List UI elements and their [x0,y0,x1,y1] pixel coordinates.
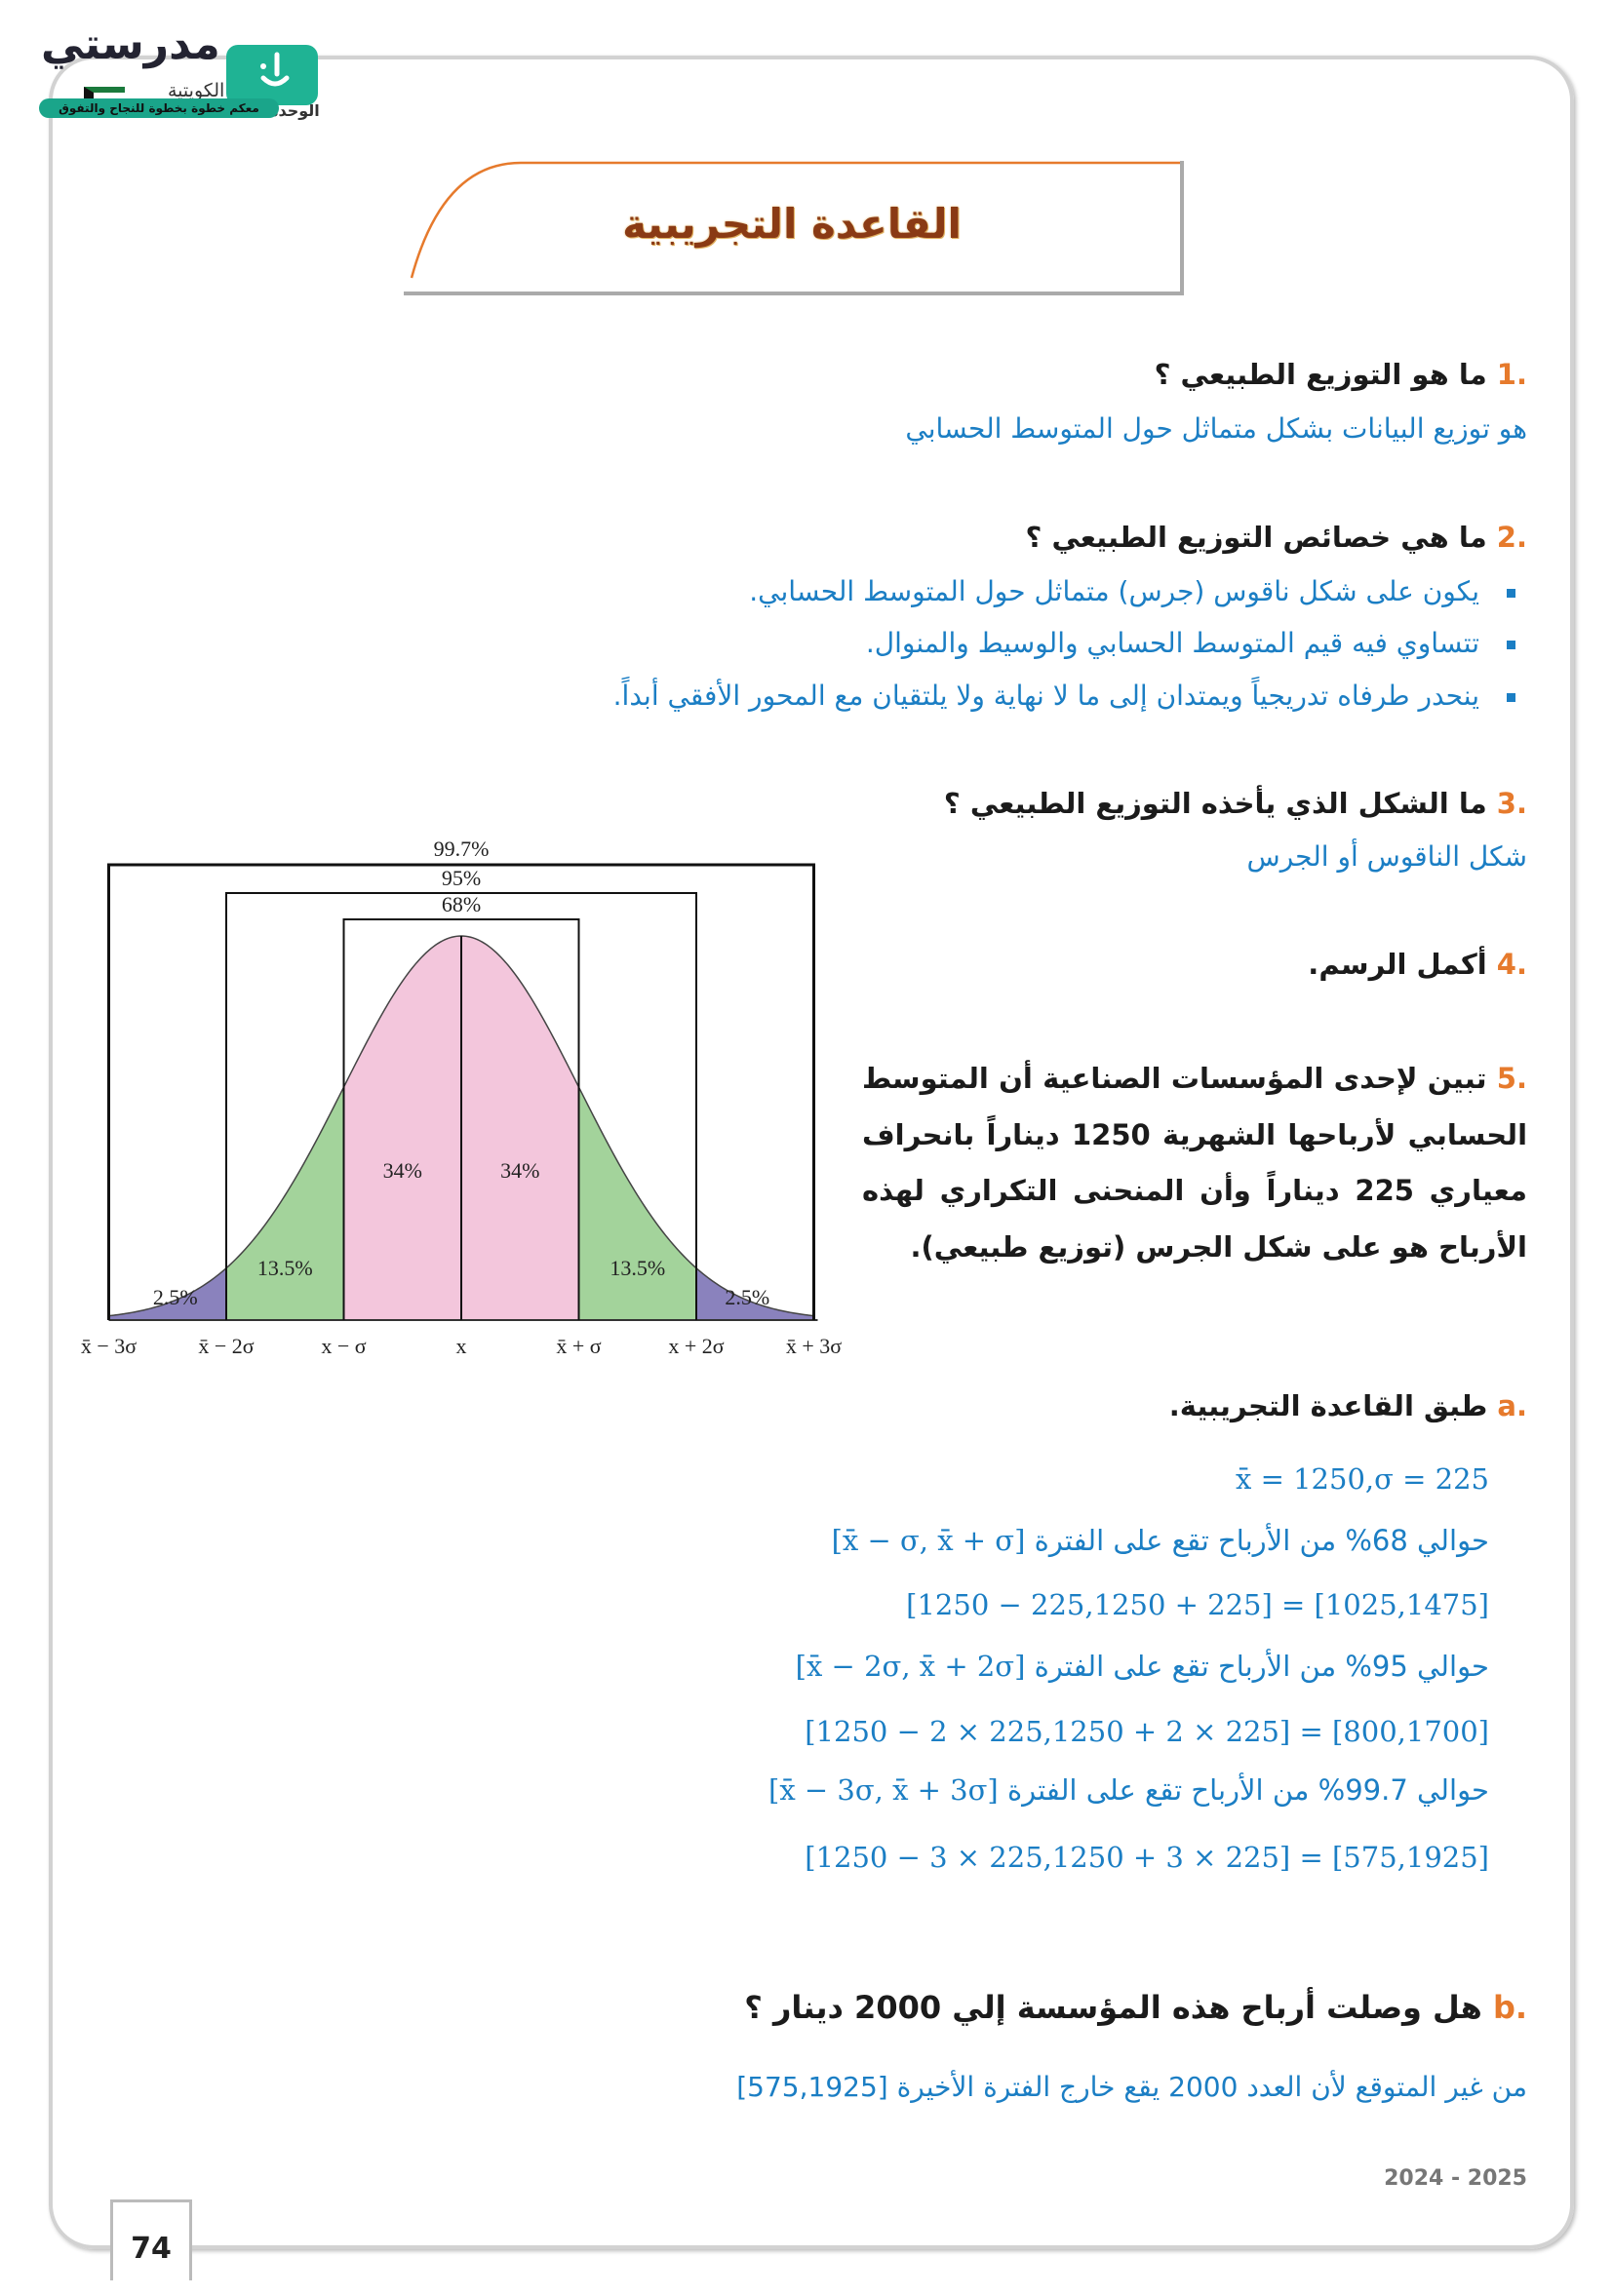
interval-bracket [107,863,815,1320]
title-arc-decoration [410,161,1180,279]
question-text: ما هي خصائص التوزيع الطبيعي ؟ [1025,521,1487,554]
region-area [108,1267,226,1320]
question-text: تبين لإحدى المؤسسات الصناعية أن المتوسط … [862,1062,1528,1264]
logo-word: مدرستي [41,19,220,69]
region-area [343,936,461,1320]
logo-sub: الكويتية [168,80,225,101]
question-number: .3 [1496,787,1527,820]
question-text: أكمل الرسم. [1308,948,1487,981]
math-line: حوالي 68% من الأرباح تقع على الفترة [x̄ … [832,1524,1489,1557]
math-expression: [x̄ − σ, x̄ + σ] [831,1524,1026,1557]
question-4: .4 أكمل الرسم. [1308,948,1527,981]
region-label: 2.5% [725,1285,769,1309]
answer-3: شكل الناقوس أو الجرس [1246,840,1527,873]
math-line: حوالي 99.7% من الأرباح تقع على الفترة [x… [768,1773,1489,1807]
region-label: 34% [500,1158,539,1183]
math-expression: x̄ = 1250,σ = 225 [1236,1462,1489,1496]
math-line: x̄ = 1250,σ = 225 [1236,1462,1489,1496]
title-box: القاعدة التجريبية [404,161,1184,295]
region-label: 13.5% [610,1256,665,1280]
answer-b: من غير المتوقع لأن العدد 2000 يقع خارج ا… [736,2071,1527,2103]
question-number: .a [1497,1389,1527,1422]
math-line: [1250 − 3 × 225,1250 + 3 × 225] = [575,1… [805,1841,1489,1874]
math-line: [1250 − 2 × 225,1250 + 2 × 225] = [800,1… [805,1715,1489,1748]
question-5: .5 تبين لإحدى المؤسسات الصناعية أن المتو… [862,1051,1527,1275]
logo-badge-icon [226,45,318,105]
question-text: هل وصلت أرباح هذه المؤسسة إلي 2000 دينار… [744,1989,1482,2026]
page-number: 74 [110,2199,192,2280]
question-number: .b [1492,1989,1527,2026]
region-area [461,936,579,1320]
question-1: .1 ما هو التوزيع الطبيعي ؟ [1155,358,1527,391]
page-frame [49,56,1574,2249]
normal-distribution-chart: 99.7% 95%68% 2.5% 13.5% 34% 34% 13.5% 2.5% x̄ − … [81,837,842,1358]
math-expression: [1250 − 3 × 225,1250 + 3 × 225] = [575,1… [805,1841,1489,1874]
x-tick-label: x + 2σ [668,1334,724,1358]
bullet-text: ينحدر طرفاه تدريجياً ويمتدان إلى ما لا ن… [612,680,1479,712]
region-label: 2.5% [153,1285,198,1309]
bullet-item: يكون على شكل ناقوس (جرس) متماثل حول المت… [749,575,1515,607]
question-text: طبق القاعدة التجريبية. [1168,1389,1488,1422]
bullet-item: ينحدر طرفاه تدريجياً ويمتدان إلى ما لا ن… [613,680,1515,712]
question-number: .1 [1496,358,1527,391]
math-text: حوالي 99.7% من الأرباح تقع على الفترة [1006,1773,1489,1807]
math-expression: [1250 − 225,1250 + 225] = [1025,1475] [906,1588,1489,1621]
math-expression: [x̄ − 3σ, x̄ + 3σ] [768,1773,999,1807]
question-3: .3 ما الشكل الذي يأخذه التوزيع الطبيعي ؟ [944,787,1527,820]
math-text: حوالي 68% من الأرباح تقع على الفترة [1034,1524,1489,1557]
x-tick-label: x̄ + 3σ [786,1334,842,1358]
question-text: ما هو التوزيع الطبيعي ؟ [1154,358,1487,391]
math-expression: [x̄ − 2σ, x̄ + 2σ] [795,1650,1026,1683]
bullet-square-icon [1507,588,1515,598]
answer-1: هو توزيع البيانات بشكل متماثل حول المتوس… [905,412,1527,445]
x-tick-label: x̄ − 3σ [81,1334,137,1358]
x-tick-label: x̄ − 2σ [198,1334,254,1358]
math-expression: [1250 − 2 × 225,1250 + 2 × 225] = [800,1… [805,1715,1489,1748]
interval-bracket [225,892,697,1320]
part-b: .b هل وصلت أرباح هذه المؤسسة إلي 2000 دي… [744,1989,1527,2026]
bullet-square-icon [1507,692,1515,702]
bullet-square-icon [1507,640,1515,649]
logo: مدرستي الكويتية [37,19,330,127]
school-year: 2024 - 2025 [1384,2166,1527,2191]
math-line: [1250 − 225,1250 + 225] = [1025,1475] [906,1588,1489,1621]
math-text: حوالي 95% من الأرباح تقع على الفترة [1034,1650,1489,1683]
x-tick-label: x − σ [321,1334,366,1358]
page-title: القاعدة التجريبية [622,200,962,248]
interval-label: 99.7% [434,837,490,861]
question-2: .2 ما هي خصائص التوزيع الطبيعي ؟ [1026,521,1527,554]
logo-tagline: معكم خطوة بخطوة للنجاح والتفوق [39,98,279,118]
x-tick-label: x [456,1334,467,1358]
region-area [696,1267,814,1320]
interval-label: 95% [442,866,481,890]
question-text: ما الشكل الذي يأخذه التوزيع الطبيعي ؟ [943,787,1487,820]
part-a: .a طبق القاعدة التجريبية. [1169,1389,1527,1422]
interval-bracket [342,918,580,1320]
math-line: حوالي 95% من الأرباح تقع على الفترة [x̄ … [796,1650,1489,1683]
x-tick-label: x̄ + σ [556,1334,601,1358]
region-label: 13.5% [257,1256,313,1280]
question-number: .5 [1496,1062,1527,1095]
bullet-text: يكون على شكل ناقوس (جرس) متماثل حول المت… [749,575,1479,607]
unit-label: الوحدة [269,101,320,120]
region-label: 34% [383,1158,422,1183]
bullet-text: تتساوي فيه قيم المتوسط الحسابي والوسيط و… [865,627,1479,659]
interval-label: 68% [442,892,481,916]
question-number: .4 [1496,948,1527,981]
question-number: .2 [1496,521,1527,554]
bullet-item: تتساوي فيه قيم المتوسط الحسابي والوسيط و… [866,627,1515,659]
